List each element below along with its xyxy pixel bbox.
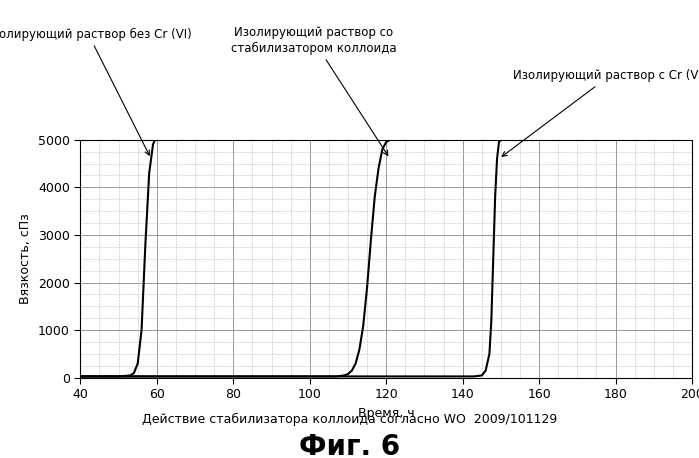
Text: Изолирующий раствор со
стабилизатором коллоида: Изолирующий раствор со стабилизатором ко… — [231, 27, 396, 155]
X-axis label: Время, ч: Время, ч — [358, 407, 415, 420]
Text: Действие стабилизатора коллоида согласно WO  2009/101129: Действие стабилизатора коллоида согласно… — [142, 413, 557, 425]
Text: Фиг. 6: Фиг. 6 — [299, 432, 400, 458]
Y-axis label: Вязкость, сПз: Вязкость, сПз — [20, 213, 32, 304]
Text: Изолирующий раствор без Cr (VI): Изолирующий раствор без Cr (VI) — [0, 27, 192, 155]
Text: Изолирующий раствор с Cr (VI): Изолирующий раствор с Cr (VI) — [502, 69, 699, 156]
